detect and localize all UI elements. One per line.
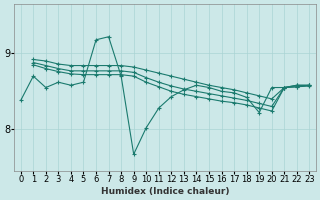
- X-axis label: Humidex (Indice chaleur): Humidex (Indice chaleur): [101, 187, 229, 196]
